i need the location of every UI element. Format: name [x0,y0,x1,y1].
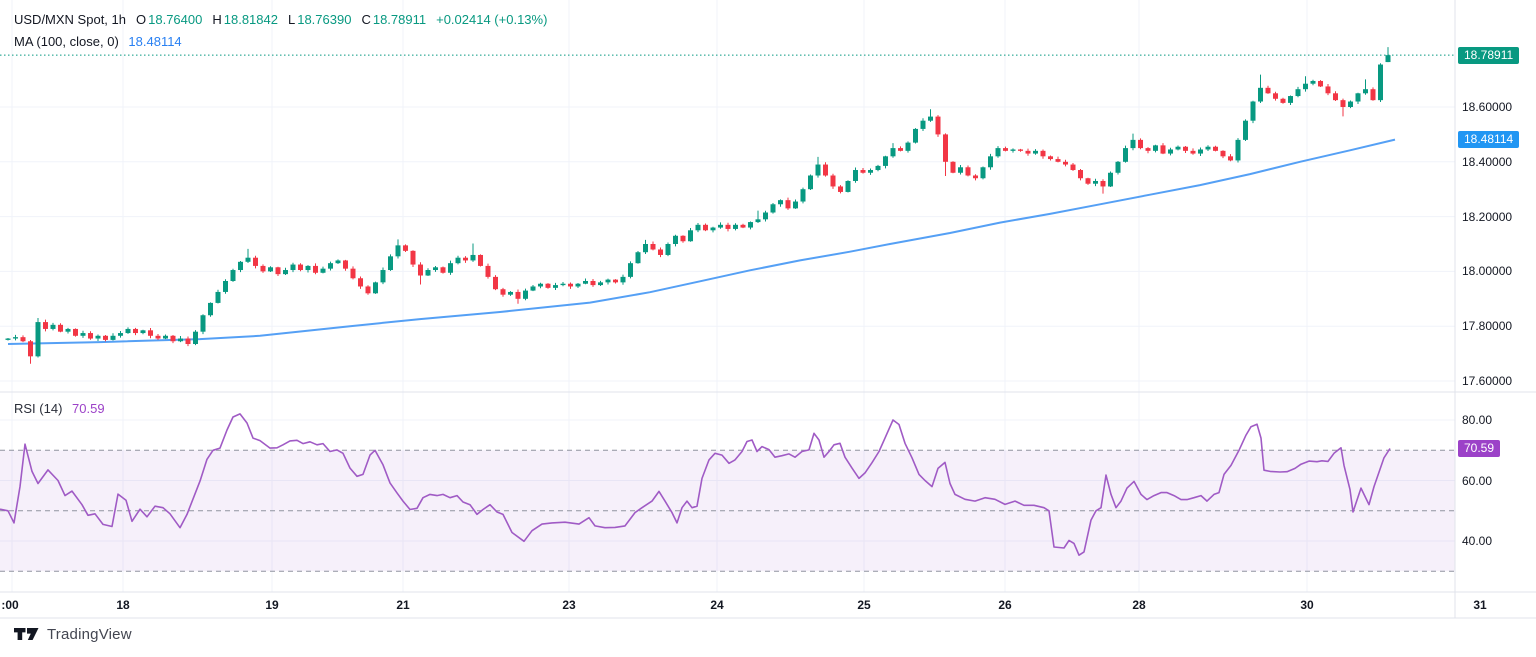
rsi-tick-label: 80.00 [1462,413,1493,427]
ma-legend: MA (100, close, 0) 18.48114 [14,34,182,49]
ohlc-value: 18.78911 [372,12,427,27]
rsi-legend-value: 70.59 [72,401,105,416]
price-tick-label: 18.40000 [1462,154,1513,169]
ohlc-value: 18.81842 [223,12,278,27]
tradingview-logo-icon [14,627,39,640]
time-tick-label: 18 [116,598,130,612]
time-tick-label: 25 [857,598,871,612]
time-tick-label: 19 [265,598,279,612]
ohlc-key: L [287,12,296,27]
time-tick-label: 26 [998,598,1012,612]
ohlc-key: C [361,12,371,27]
price-tick-label: 18.20000 [1462,209,1513,224]
rsi-legend-label[interactable]: RSI (14) [14,401,63,416]
tradingview-logo-text: TradingView [47,626,132,643]
price-tick-label: 18.00000 [1462,264,1513,279]
time-tick-label: 28 [1132,598,1146,612]
time-tick-label: :00 [1,598,19,612]
rsi-legend: RSI (14) 70.59 [14,401,105,416]
ohlc-values: O 18.76400 H 18.81842 L 18.76390 C 18.78911 [126,12,426,27]
price-tick-label: 17.60000 [1462,374,1513,388]
time-tick-label: 23 [562,598,576,612]
rsi-tick-label: 40.00 [1462,534,1493,548]
tradingview-attribution[interactable]: TradingView [14,626,132,643]
last-price-badge: 18.78911 [1458,47,1520,64]
rsi-tick-label: 60.00 [1462,473,1493,488]
ma-value-badge: 18.48114 [1458,131,1520,148]
time-tick-label: 31 [1473,598,1487,612]
ohlc-value: 18.76390 [297,12,352,27]
time-tick-label: 21 [396,598,410,612]
time-tick-label: 30 [1300,598,1314,612]
price-tick-label: 17.80000 [1462,319,1513,334]
price-axis[interactable]: 18.60000 18.40000 18.20000 18.00000 17.80000… [1455,0,1536,618]
time-axis[interactable]: :00 18 19 21 23 24 25 26 28 30 31 [0,592,1486,618]
symbol-title[interactable]: USD/MXN Spot, 1h [14,12,126,27]
ohlc-key: O [136,12,147,27]
ma-legend-value: 18.48114 [128,34,182,49]
time-tick-label: 24 [710,598,724,612]
ohlc-key: H [212,12,222,27]
ma-legend-label[interactable]: MA (100, close, 0) [14,34,119,49]
main-series-legend: USD/MXN Spot, 1h O 18.76400 H 18.81842 L 18.76… [14,12,547,27]
change-value: +0.02414 (+0.13%) [436,12,548,27]
rsi-value-badge: 70.59 [1458,440,1501,457]
price-tick-label: 18.60000 [1462,100,1513,114]
ohlc-value: 18.76400 [148,12,203,27]
